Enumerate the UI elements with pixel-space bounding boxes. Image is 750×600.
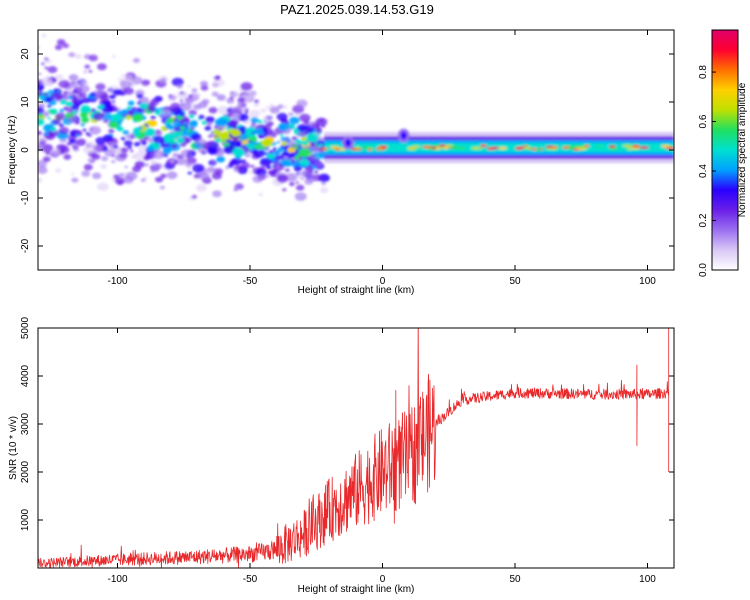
spectrogram-y-tick-label: 0 [20, 147, 31, 153]
figure-title: PAZ1.2025.039.14.53.G19 [280, 2, 434, 17]
spectrogram-x-tick-label: 100 [639, 276, 656, 287]
snr-series-line [38, 328, 670, 568]
snr-frame [37, 327, 675, 569]
spectrogram-y-tick-label: -10 [20, 190, 31, 205]
snr-panel: -100 -50 0 50 100 1000 2000 3000 4000 5000 Height… [8, 316, 675, 595]
snr-y-label: SNR (10 * v/v) [8, 416, 19, 480]
snr-y-tick-label: 2000 [20, 460, 31, 483]
snr-y-tick-label: 3000 [20, 412, 31, 435]
colorbar-frame [711, 29, 739, 271]
snr-ticks: -100 -50 0 50 100 1000 2000 3000 4000 5000 [20, 316, 674, 585]
spectrogram-y-tick-label: 10 [20, 96, 31, 108]
colorbar-tick-label: 0.2 [698, 213, 709, 227]
colorbar-tick-label: 0.4 [698, 164, 709, 178]
spectrogram-y-tick-label: -20 [20, 238, 31, 253]
snr-x-tick-label: 50 [509, 574, 521, 585]
snr-y-tick-label: 1000 [20, 508, 31, 531]
snr-x-tick-label: -50 [243, 574, 258, 585]
colorbar-ticks: 0.0 0.2 0.4 0.6 0.8 [698, 65, 716, 277]
snr-x-tick-label: 100 [639, 574, 656, 585]
spectrogram-y-label: Frequency (Hz) [7, 116, 18, 185]
snr-y-tick-label: 5000 [20, 316, 31, 339]
spectrogram-x-tick-label: -100 [107, 276, 127, 287]
spectrogram-x-tick-label: 0 [380, 276, 386, 287]
snr-y-tick-label: 4000 [20, 364, 31, 387]
colorbar-tick-label: 0.8 [698, 65, 709, 79]
snr-plot-area [38, 328, 674, 568]
spectrogram-x-tick-label: -50 [243, 276, 258, 287]
colorbar-gradient [712, 30, 738, 270]
spectrogram-x-label: Height of straight line (km) [298, 285, 415, 296]
snr-x-label: Height of straight line (km) [298, 584, 415, 595]
colorbar-tick-label: 0.0 [698, 263, 709, 277]
spectrogram-heatmap [38, 33, 674, 201]
snr-x-tick-label: -100 [107, 574, 127, 585]
colorbar: 0.0 0.2 0.4 0.6 0.8 Normalized spectral ampl… [698, 29, 748, 277]
colorbar-tick-label: 0.6 [698, 114, 709, 128]
snr-x-tick-label: 0 [380, 574, 386, 585]
colorbar-label: Normalized spectral amplitude [737, 82, 748, 217]
spectrogram-y-tick-label: 20 [20, 48, 31, 60]
spectrogram-x-tick-label: 50 [509, 276, 521, 287]
